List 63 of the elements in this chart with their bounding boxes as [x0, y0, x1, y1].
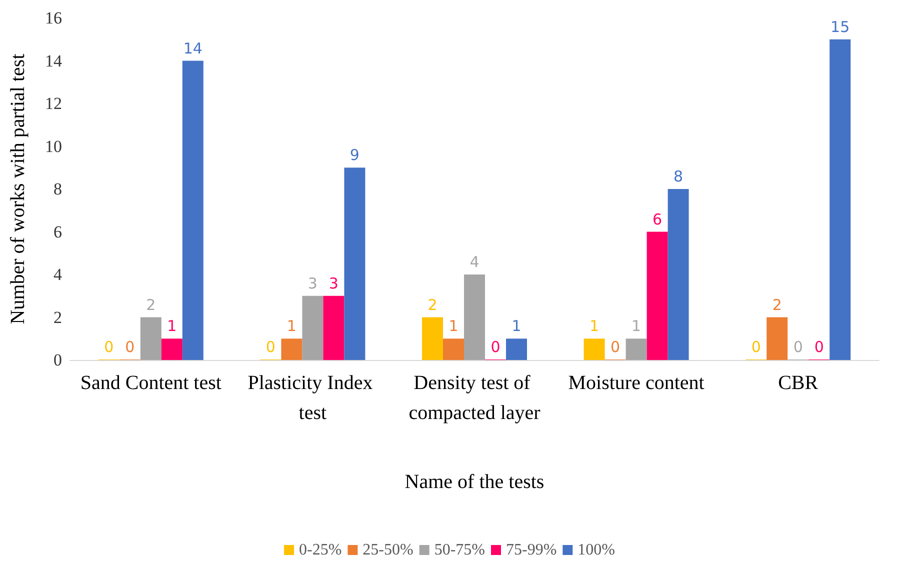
- bar: [668, 189, 689, 360]
- data-label: 2: [146, 296, 156, 314]
- y-tick-label: 10: [45, 136, 62, 156]
- y-tick-label: 2: [54, 308, 62, 327]
- bar: [323, 296, 344, 360]
- bar: [584, 338, 605, 360]
- y-tick-label: 12: [45, 94, 62, 113]
- data-label: 15: [830, 18, 850, 36]
- legend-label: 25-50%: [362, 542, 414, 558]
- data-label: 2: [772, 296, 782, 314]
- x-tick-label: Density test of compacted layer: [408, 372, 541, 424]
- data-label: 0: [793, 338, 803, 356]
- bar: [464, 274, 485, 360]
- data-label: 0: [104, 338, 114, 356]
- y-axis-title: Number of works with partial test: [7, 53, 29, 324]
- data-label: 6: [652, 210, 662, 228]
- bar: [344, 168, 366, 360]
- data-label: 14: [183, 39, 202, 58]
- data-label: 0: [610, 338, 620, 356]
- bar: [281, 338, 302, 360]
- data-label: 4: [470, 253, 480, 271]
- bar: [302, 296, 324, 360]
- x-tick-label: CBR: [778, 372, 819, 394]
- bar: [140, 317, 162, 360]
- bar: [161, 338, 182, 360]
- bar: [626, 338, 647, 360]
- y-tick-label: 14: [45, 51, 62, 70]
- bar: [506, 338, 527, 360]
- y-tick-label: 16: [45, 8, 62, 28]
- data-label: 0: [751, 338, 761, 356]
- bar: [443, 338, 464, 360]
- bar: [830, 39, 851, 360]
- data-label: 1: [167, 317, 177, 336]
- x-tick-label: Moisture content: [568, 372, 705, 394]
- bar: [182, 60, 204, 360]
- data-label: 1: [590, 317, 600, 336]
- x-axis-title: Name of the tests: [404, 471, 544, 493]
- legend-label: 75-99%: [506, 542, 557, 558]
- data-label: 0: [490, 338, 500, 356]
- legend-label: 0-25%: [299, 542, 342, 558]
- data-label: 8: [674, 168, 684, 186]
- data-label: 3: [328, 274, 338, 292]
- x-tick-label: Sand Content test: [80, 372, 222, 394]
- data-label: 1: [286, 317, 296, 336]
- bar: [766, 317, 788, 360]
- legend-label: 100%: [578, 542, 615, 558]
- y-tick-label: 6: [54, 222, 62, 242]
- data-label: 0: [266, 338, 276, 356]
- data-label: 9: [350, 146, 360, 164]
- bar: [646, 232, 668, 360]
- legend-label: 50-75%: [434, 542, 485, 558]
- data-label: 1: [632, 317, 642, 336]
- y-tick-label: 0: [54, 350, 62, 370]
- x-tick-label: Plasticity Index test: [248, 372, 378, 424]
- y-tick-label: 4: [54, 265, 62, 284]
- data-label: 1: [512, 317, 522, 336]
- data-label: 2: [428, 296, 438, 314]
- bar: [422, 317, 443, 360]
- y-tick-label: 8: [54, 180, 62, 198]
- data-label: 0: [814, 338, 824, 356]
- data-label: 1: [448, 317, 458, 336]
- data-label: 0: [125, 338, 135, 356]
- data-label: 3: [308, 274, 318, 292]
